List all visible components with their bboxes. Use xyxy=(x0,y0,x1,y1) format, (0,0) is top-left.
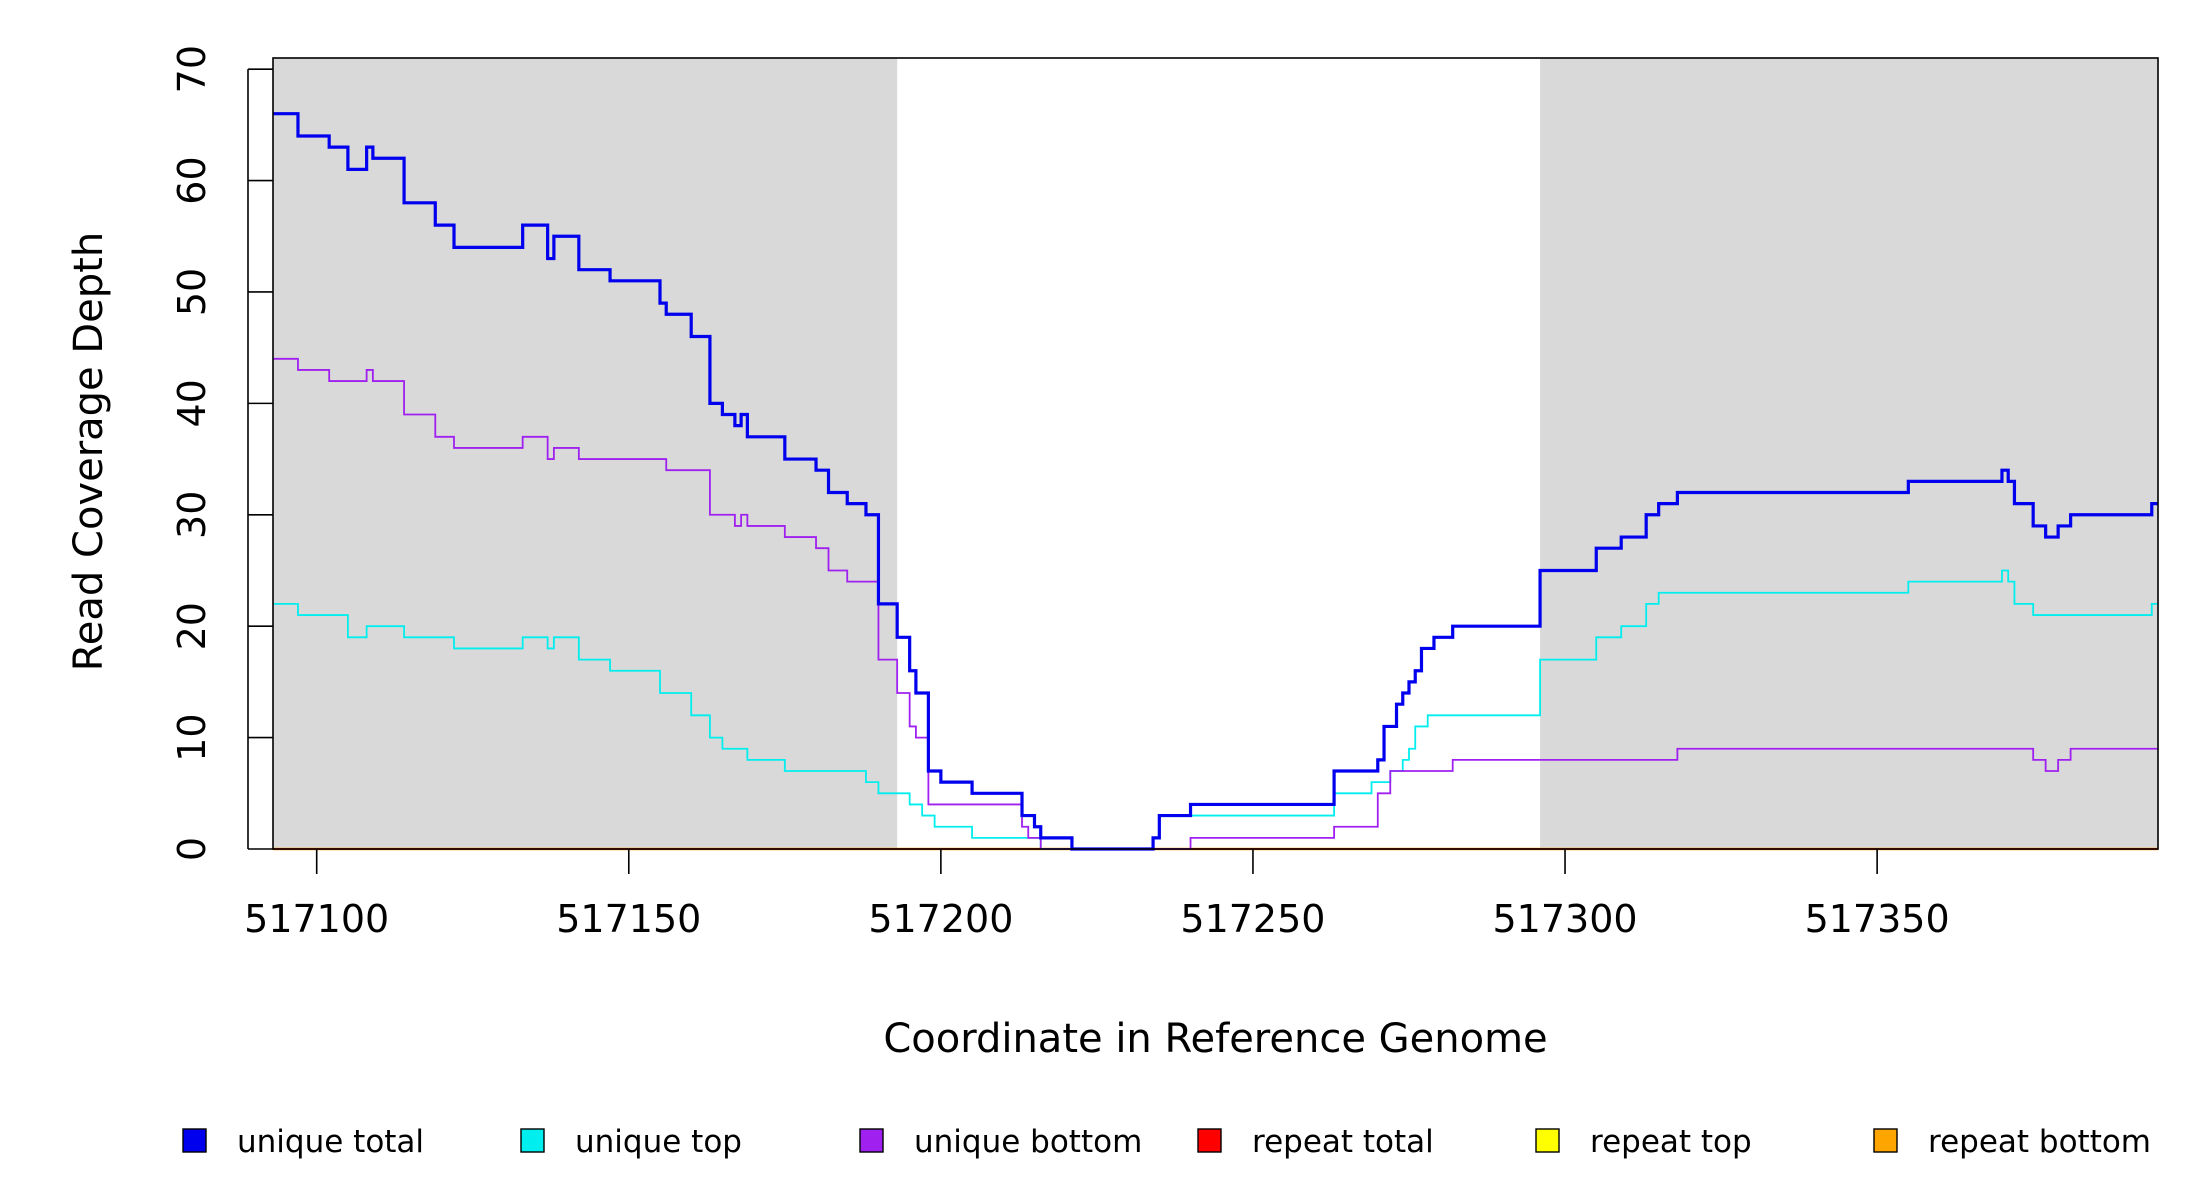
legend: unique total unique top unique bottom repea… xyxy=(182,1124,2151,1160)
shaded-region-1 xyxy=(273,58,898,849)
shaded-regions xyxy=(273,58,2158,849)
series-line-unique-total xyxy=(273,112,2158,851)
shaded-region-2 xyxy=(1540,58,2158,849)
x-tick-label-517100: 517100 xyxy=(244,897,389,941)
y-tick-label-40: 40 xyxy=(170,379,214,427)
series-line-unique-top xyxy=(273,569,2158,850)
legend-swatch-unique-bottom xyxy=(859,1128,884,1153)
legend-swatch-repeat-top xyxy=(1535,1128,1560,1153)
y-tick-label-70: 70 xyxy=(170,45,214,93)
y-axis: 0 10 20 30 40 50 60 70 xyxy=(170,45,273,861)
x-tick-label-517250: 517250 xyxy=(1180,897,1325,941)
x-tick-label-517200: 517200 xyxy=(868,897,1013,941)
legend-swatch-unique-total xyxy=(182,1128,207,1153)
legend-label-unique-bottom: unique bottom xyxy=(914,1124,1142,1160)
series-line-unique-bottom xyxy=(273,357,2158,850)
y-tick-label-20: 20 xyxy=(170,602,214,650)
legend-label-unique-top: unique top xyxy=(575,1124,742,1160)
y-tick-label-0: 0 xyxy=(170,837,214,861)
x-tick-label-517350: 517350 xyxy=(1805,897,1950,941)
y-axis-title: Read Coverage Depth xyxy=(66,232,112,671)
x-axis-title: Coordinate in Reference Genome xyxy=(883,1016,1547,1062)
x-tick-label-517150: 517150 xyxy=(556,897,701,941)
legend-label-repeat-bottom: repeat bottom xyxy=(1928,1124,2151,1160)
legend-label-repeat-total: repeat total xyxy=(1252,1124,1434,1160)
legend-label-unique-total: unique total xyxy=(237,1124,424,1160)
y-tick-label-10: 10 xyxy=(170,713,214,761)
legend-swatch-unique-top xyxy=(520,1128,545,1153)
plot-frame xyxy=(272,57,2159,850)
y-tick-label-30: 30 xyxy=(170,491,214,539)
legend-swatch-repeat-total xyxy=(1197,1128,1222,1153)
x-tick-label-517300: 517300 xyxy=(1493,897,1638,941)
legend-swatch-repeat-bottom xyxy=(1873,1128,1898,1153)
y-tick-label-50: 50 xyxy=(170,268,214,316)
y-tick-label-60: 60 xyxy=(170,156,214,204)
legend-label-repeat-top: repeat top xyxy=(1590,1124,1752,1160)
x-axis: 517100 517150 517200 517250 517300 517350 xyxy=(244,849,1950,941)
